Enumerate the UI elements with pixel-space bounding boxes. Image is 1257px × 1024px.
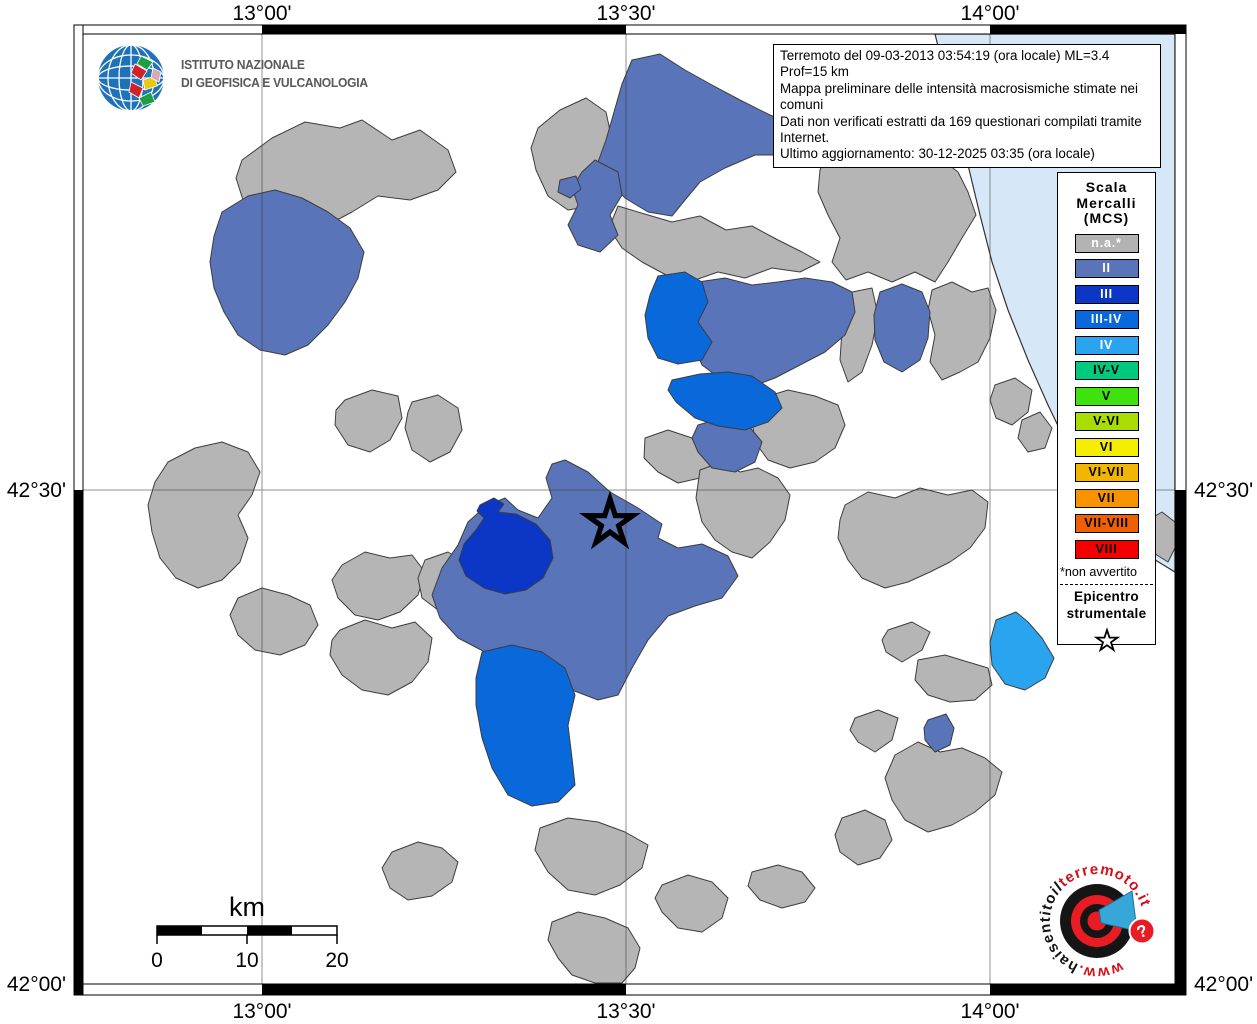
legend-footnote: *non avvertito [1060, 565, 1138, 579]
ingv-wordmark-line1: ISTITUTO NAZIONALE [181, 57, 305, 72]
scale-tick-10: 10 [235, 949, 258, 972]
axis-label-right-42-30: 42°30' [1194, 479, 1253, 502]
municipality-region-II [597, 53, 831, 217]
municipality-region-IV [989, 611, 1055, 691]
municipality-region-na [381, 841, 459, 901]
legend-scala-mercalli: Scala Mercalli (MCS) n.a.* II III III-IV IV I… [1057, 172, 1156, 653]
municipality-region-na [834, 809, 893, 866]
ingv-logo: ISTITUTO NAZIONALE DI GEOFISICA E VULCAN… [172, 56, 382, 91]
municipality-region-na [884, 741, 1003, 833]
legend-swatch-na: n.a.* [1074, 233, 1139, 253]
scale-tick-0: 0 [151, 949, 163, 972]
ingv-wordmark: ISTITUTO NAZIONALE DI GEOFISICA E VULCAN… [181, 56, 368, 91]
legend-swatch-viiviii: VII-VIII [1074, 514, 1139, 533]
info-box: Terremoto del 09-03-2013 03:54:19 (ora l… [773, 44, 1161, 168]
axis-label-top-13-30: 13°30' [596, 2, 655, 25]
municipality-region-na [695, 461, 791, 559]
legend-swatch-vi: VI [1074, 437, 1139, 457]
scale-bar: km 0 10 20 [151, 892, 349, 972]
municipality-region-II [209, 189, 365, 356]
info-line-event: Terremoto del 09-03-2013 03:54:19 (ora l… [780, 48, 1110, 80]
municipality-region-II [923, 713, 955, 753]
municipality-region-na [914, 654, 993, 703]
axis-label-top-13-00: 13°00' [232, 2, 291, 25]
municipality-region-na [547, 911, 641, 984]
map-frame [73, 24, 1187, 996]
info-line-map: Mappa preliminare delle intensità macros… [780, 80, 1138, 113]
legend-epicenter-star-icon [1093, 627, 1120, 653]
legend-epicenter-label: Epicentro strumentale [1066, 589, 1147, 621]
epicenter-star-icon [579, 490, 641, 550]
municipality-region-na [608, 205, 821, 281]
graticule-gridlines [83, 34, 1175, 984]
axis-label-right-42-00: 42°00' [1194, 973, 1253, 996]
legend-swatch-iiiiv: III-IV [1074, 310, 1139, 329]
municipality-region-na [654, 874, 729, 933]
logo-question-badge [1128, 917, 1156, 945]
municipality-regions [147, 53, 1176, 984]
scale-tick-20: 20 [325, 949, 348, 972]
municipality-region-na [534, 817, 649, 896]
municipality-region-II [873, 283, 931, 373]
municipality-region-III-IV [667, 371, 783, 431]
legend-swatch-iii: III [1074, 284, 1139, 304]
legend-title: Scala Mercalli (MCS) [1076, 179, 1137, 226]
municipality-region-na [747, 864, 816, 909]
municipality-region-na [989, 377, 1033, 426]
axis-label-bottom-14-00: 14°00' [960, 1000, 1019, 1023]
axis-label-top-14-00: 14°00' [960, 2, 1019, 25]
info-line-updated: Ultimo aggiornamento: 30-12-2025 03:35 (… [780, 146, 1095, 162]
municipality-region-na [1017, 411, 1053, 453]
municipality-region-na [404, 394, 463, 463]
municipality-region-III [458, 497, 554, 595]
axis-label-left-42-30: 42°30' [7, 479, 66, 502]
axis-label-left-42-00: 42°00' [7, 973, 66, 996]
legend-swatch-iv: IV [1074, 335, 1139, 355]
axis-labels: 13°00' 13°30' 14°00' 13°00' 13°30' 14°00… [7, 2, 1253, 1023]
municipality-region-na [849, 709, 899, 753]
municipality-region-na [334, 389, 403, 453]
legend-swatch-vivii: VI-VII [1074, 463, 1139, 482]
municipality-region-na [331, 551, 426, 621]
info-line-data: Dati non verificati estratti da 169 ques… [780, 113, 1142, 146]
legend-swatch-ii: II [1074, 259, 1139, 278]
municipality-region-na [329, 619, 433, 696]
municipality-region-na [927, 281, 997, 381]
ingv-globe-icon [97, 44, 165, 112]
ingv-wordmark-line2: DI GEOFISICA E VULCANOLOGIA [181, 74, 368, 90]
legend-swatch-viii: VIII [1074, 539, 1139, 559]
municipality-region-III-IV [475, 644, 576, 807]
municipality-region-na [881, 621, 931, 663]
legend-swatch-vii: VII [1074, 488, 1139, 508]
scale-bar-unit: km [229, 892, 265, 922]
municipality-region-II [557, 175, 582, 199]
axis-label-bottom-13-00: 13°00' [232, 1000, 291, 1023]
legend-swatch-vvi: V-VI [1074, 412, 1139, 431]
legend-separator [1060, 584, 1153, 585]
legend-swatches: n.a.* II III III-IV IV IV-V V V-VI VI VI-VII VII VI… [1058, 233, 1155, 559]
haisentito-logo: ? www.haisentitoilterremoto.it [1037, 861, 1156, 981]
municipality-region-na [147, 441, 261, 589]
municipality-region-na [229, 587, 319, 656]
legend-swatch-ivv: IV-V [1074, 361, 1139, 380]
municipality-region-III-IV [644, 271, 713, 365]
legend-swatch-v: V [1074, 386, 1139, 406]
axis-label-bottom-13-30: 13°30' [596, 1000, 655, 1023]
